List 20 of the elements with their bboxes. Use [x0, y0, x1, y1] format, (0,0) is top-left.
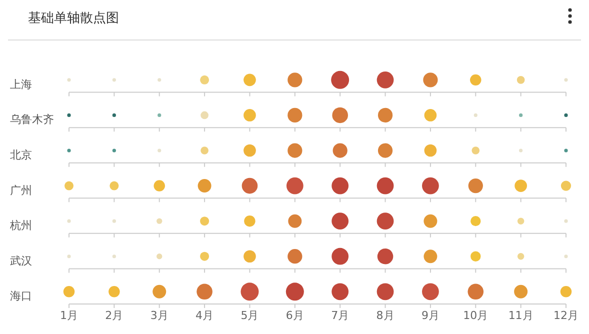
y-tick-label: 海口 — [10, 290, 32, 303]
x-tick-label: 3月 — [150, 309, 168, 322]
chart-title: 基础单轴散点图 — [28, 11, 119, 26]
x-tick-label: 12月 — [554, 309, 578, 322]
x-tick-label: 11月 — [508, 309, 534, 322]
y-tick-label: 广州 — [10, 184, 32, 197]
x-tick-label: 1月 — [60, 309, 78, 322]
y-tick-label: 北京 — [10, 148, 32, 162]
y-tick-label: 武汉 — [10, 254, 32, 268]
x-tick-label: 7月 — [331, 309, 350, 322]
y-tick-label: 乌鲁木齐 — [10, 113, 54, 126]
y-tick-label: 上海 — [10, 78, 32, 91]
x-tick-label: 5月 — [240, 309, 259, 322]
x-tick-label: 2月 — [105, 309, 124, 322]
x-tick-label: 4月 — [196, 309, 214, 322]
x-tick-label: 8月 — [376, 309, 394, 322]
x-tick-label: 6月 — [286, 309, 304, 322]
y-tick-label: 杭州 — [9, 219, 32, 232]
x-tick-label: 10月 — [463, 309, 488, 322]
x-tick-label: 9月 — [421, 309, 440, 322]
